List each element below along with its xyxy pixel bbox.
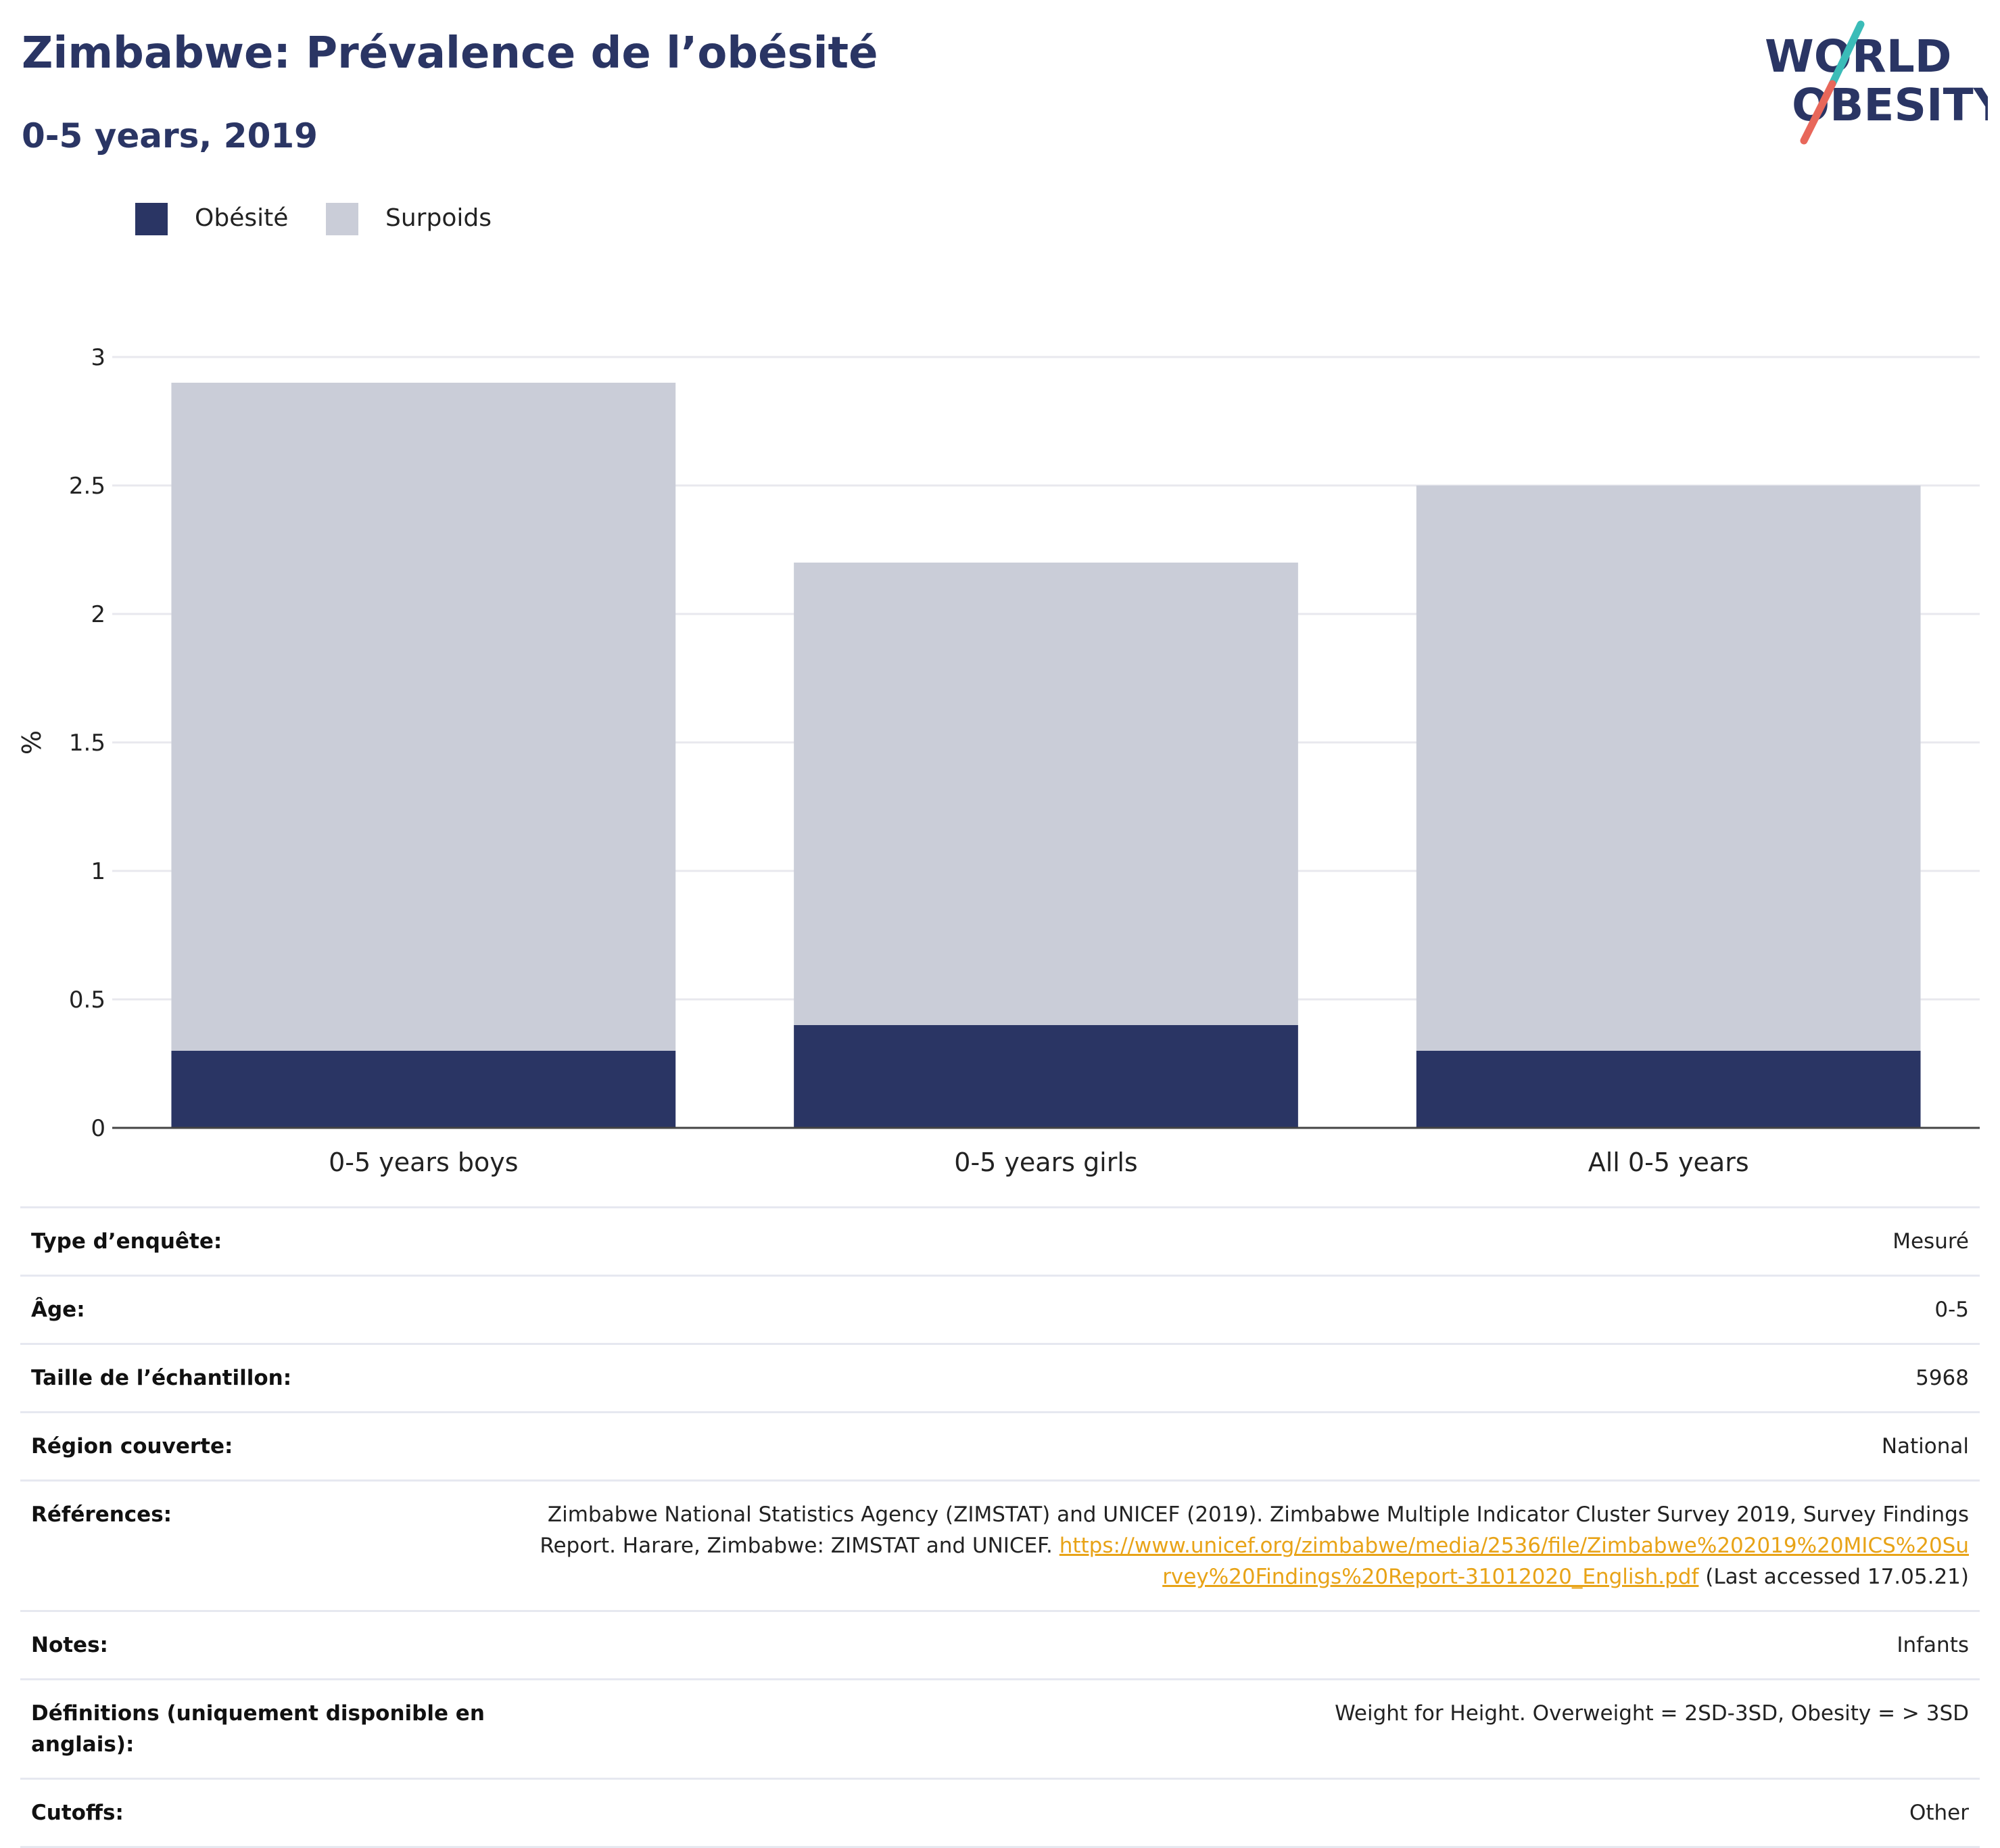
reference-text: Zimbabwe National Statistics Agency (ZIM… [540, 1502, 1969, 1558]
info-label: Notes: [20, 1611, 529, 1680]
info-value: Other [529, 1778, 1980, 1848]
x-axis-ticks: 0-5 years boys 0-5 years girls All 0-5 yea… [329, 1147, 1749, 1177]
logo-text-world: WORLD [1765, 30, 1952, 82]
bars [171, 383, 1921, 1128]
legend-label-overweight: Surpoids [385, 204, 492, 232]
info-value: Weight for Height. Overweight = 2SD-3SD,… [529, 1679, 1980, 1780]
bar-obesity[interactable] [171, 1051, 676, 1128]
bar-overweight[interactable] [1416, 485, 1921, 1051]
chart-subtitle: 0-5 years, 2019 [22, 116, 318, 156]
survey-info-table: Type d’enquête: Mesuré Âge: 0-5 Taille de l’… [20, 1206, 1980, 1848]
x-tick-label: 0-5 years boys [329, 1147, 518, 1177]
reference-link[interactable]: https://www.unicef.org/zimbabwe/media/25… [1059, 1534, 1969, 1589]
reference-accessed: (Last accessed 17.05.21) [1698, 1565, 1969, 1589]
info-label: Cutoffs: [20, 1778, 529, 1848]
info-row: Type d’enquête: Mesuré [20, 1206, 1980, 1277]
y-axis-ticks: 0 0.5 1 1.5 2 2.5 3 [69, 344, 105, 1142]
logo-slash-top [1828, 20, 1865, 88]
info-value: National [529, 1412, 1980, 1482]
info-value: 0-5 [529, 1275, 1980, 1345]
info-row: Taille de l’échantillon: 5968 [20, 1344, 1980, 1413]
info-label: Taille de l’échantillon: [20, 1344, 529, 1413]
x-tick-label: 0-5 years girls [954, 1147, 1137, 1177]
info-row: Cutoffs: Other [20, 1778, 1980, 1848]
info-row: Âge: 0-5 [20, 1275, 1980, 1345]
info-row: Définitions (uniquement disponible en an… [20, 1679, 1980, 1780]
info-value: Infants [529, 1611, 1980, 1680]
info-row: Notes: Infants [20, 1611, 1980, 1680]
y-tick-label: 1 [91, 858, 105, 885]
info-label: Âge: [20, 1275, 529, 1345]
info-label: Définitions (uniquement disponible en an… [20, 1679, 529, 1780]
legend-label-obesity: Obésité [195, 204, 289, 232]
bar-overweight[interactable] [794, 563, 1298, 1025]
y-tick-label: 1.5 [69, 730, 105, 757]
info-label: Références: [20, 1480, 529, 1612]
y-tick-label: 2 [91, 601, 105, 628]
legend-swatch-overweight [326, 203, 358, 235]
y-tick-label: 2.5 [69, 473, 105, 500]
info-value: Zimbabwe National Statistics Agency (ZIM… [529, 1480, 1980, 1612]
info-label: Type d’enquête: [20, 1206, 529, 1277]
bar-obesity[interactable] [1416, 1051, 1921, 1128]
info-value: Mesuré [529, 1206, 1980, 1277]
y-axis-label: % [17, 730, 47, 755]
logo-slash-bottom [1800, 80, 1836, 145]
info-label: Région couverte: [20, 1412, 529, 1482]
y-tick-label: 3 [91, 344, 105, 371]
info-value: 5968 [529, 1344, 1980, 1413]
legend-swatch-obesity [135, 203, 168, 235]
chart-title: Zimbabwe: Prévalence de l’obésité [22, 28, 878, 78]
x-tick-label: All 0-5 years [1588, 1147, 1749, 1177]
y-tick-label: 0 [91, 1115, 105, 1142]
y-tick-label: 0.5 [69, 987, 105, 1014]
info-row: Région couverte: National [20, 1412, 1980, 1482]
world-obesity-logo[interactable]: WORLD OBESITY [1758, 19, 1988, 147]
stacked-bar-chart: 0 0.5 1 1.5 2 2.5 3 0-5 years boys 0-5 years gi… [17, 344, 1980, 1177]
bar-obesity[interactable] [794, 1025, 1298, 1128]
bar-overweight[interactable] [171, 383, 676, 1051]
info-row: Références: Zimbabwe National Statistics … [20, 1480, 1980, 1612]
